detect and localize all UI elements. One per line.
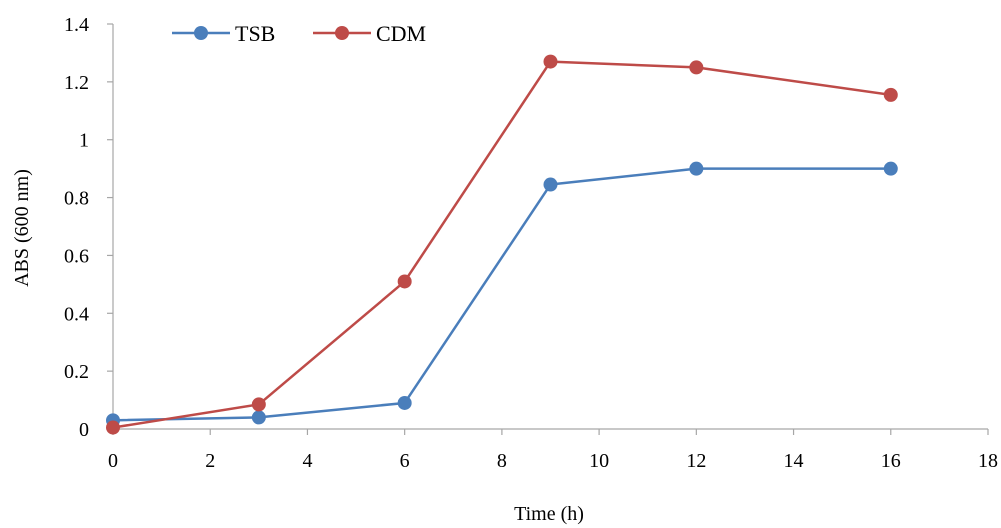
- x-tick-label: 10: [589, 450, 609, 472]
- x-tick-label: 16: [881, 450, 901, 472]
- axes: [112, 24, 988, 430]
- y-tick-label: 1.4: [64, 14, 89, 36]
- y-axis-title: ABS (600 nm): [11, 169, 33, 287]
- legend-item-tsb: TSB: [172, 21, 275, 46]
- legend-marker-tsb: [194, 26, 208, 40]
- x-tick-label: 18: [978, 450, 998, 472]
- y-tick-label: 0.4: [64, 303, 89, 325]
- series-line-tsb: [112, 167, 891, 422]
- x-tick-label: 2: [205, 450, 215, 472]
- x-tick-label: 4: [302, 450, 312, 472]
- data-point-cdm: [106, 420, 120, 435]
- x-tick-label: 14: [784, 450, 804, 472]
- legend-label-tsb: TSB: [235, 21, 275, 46]
- x-axis-title: Time (h): [514, 503, 584, 525]
- data-point-cdm: [543, 54, 558, 69]
- data-point-tsb: [689, 161, 704, 176]
- data-point-tsb: [543, 177, 558, 192]
- series-cdm: [106, 54, 898, 435]
- data-point-tsb: [251, 410, 266, 425]
- y-tick-label: 0.6: [64, 245, 89, 267]
- y-axis-ticks: 0 0.2 0.4 0.6 0.8 1 1.2 1.4: [64, 14, 113, 441]
- data-point-cdm: [689, 60, 704, 75]
- legend-label-cdm: CDM: [376, 21, 426, 46]
- legend-marker-cdm: [335, 26, 349, 40]
- x-tick-label: 6: [400, 450, 410, 472]
- y-tick-label: 0: [79, 419, 89, 441]
- data-point-cdm: [397, 274, 412, 289]
- data-point-cdm: [251, 397, 266, 412]
- x-tick-label: 8: [497, 450, 507, 472]
- y-tick-label: 0.2: [64, 361, 89, 383]
- x-tick-label: 12: [686, 450, 706, 472]
- series-tsb: [106, 161, 898, 428]
- x-axis-ticks: 0 2 4 6 8 10 12 14 16 18: [108, 429, 998, 472]
- x-tick-label: 0: [108, 450, 118, 472]
- y-tick-label: 1.2: [64, 72, 89, 94]
- data-point-cdm: [883, 87, 898, 102]
- data-point-tsb: [397, 395, 412, 410]
- y-tick-label: 0.8: [64, 188, 89, 210]
- series-layer: [106, 54, 898, 435]
- data-point-tsb: [883, 161, 898, 176]
- y-tick-label: 1: [79, 130, 89, 152]
- series-line-cdm: [112, 60, 891, 429]
- legend: TSB CDM: [172, 21, 426, 46]
- legend-item-cdm: CDM: [313, 21, 426, 46]
